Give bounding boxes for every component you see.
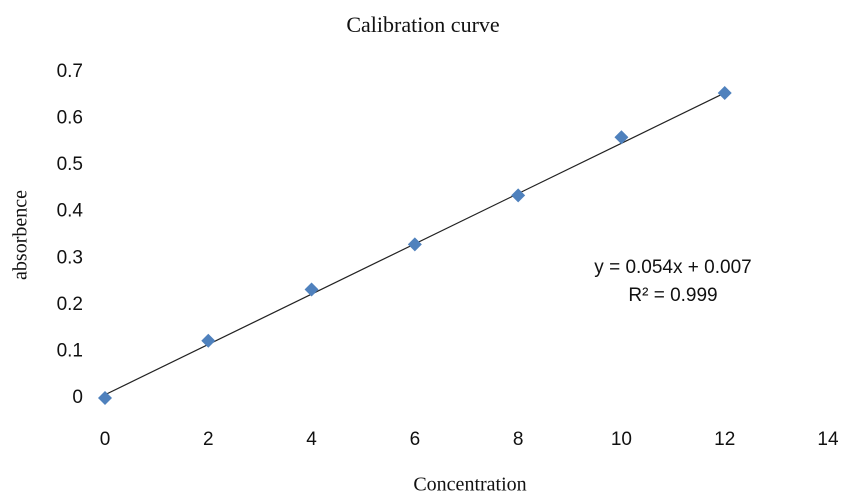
y-tick-label: 0.4 bbox=[57, 201, 84, 222]
y-tick-label: 0 bbox=[72, 387, 83, 408]
data-point bbox=[717, 85, 732, 100]
data-point bbox=[407, 237, 422, 252]
y-tick-label: 0.3 bbox=[57, 247, 83, 268]
x-tick-label: 10 bbox=[611, 429, 632, 450]
y-tick-label: 0.1 bbox=[57, 340, 83, 361]
data-point bbox=[98, 391, 112, 405]
x-tick-label: 12 bbox=[714, 429, 735, 450]
chart-title: Calibration curve bbox=[346, 12, 499, 37]
data-point bbox=[614, 130, 629, 145]
data-point bbox=[511, 188, 526, 203]
equation-annotation: y = 0.054x + 0.007 bbox=[594, 257, 751, 278]
r-squared-annotation: R² = 0.999 bbox=[628, 285, 717, 306]
data-point bbox=[201, 333, 216, 348]
x-tick-label: 14 bbox=[817, 429, 839, 450]
x-tick-label: 8 bbox=[513, 429, 524, 450]
x-tick-label: 0 bbox=[100, 429, 111, 450]
y-tick-label: 0.2 bbox=[57, 294, 83, 315]
x-tick-label: 6 bbox=[410, 429, 421, 450]
x-tick-label: 4 bbox=[306, 429, 317, 450]
x-axis-label: Concentration bbox=[413, 474, 526, 495]
y-tick-label: 0.6 bbox=[57, 108, 83, 129]
x-tick-label: 2 bbox=[203, 429, 214, 450]
y-tick-label: 0.7 bbox=[57, 61, 83, 82]
data-point bbox=[304, 282, 319, 297]
y-axis-label: absorbence bbox=[10, 190, 32, 280]
y-tick-label: 0.5 bbox=[57, 154, 83, 175]
